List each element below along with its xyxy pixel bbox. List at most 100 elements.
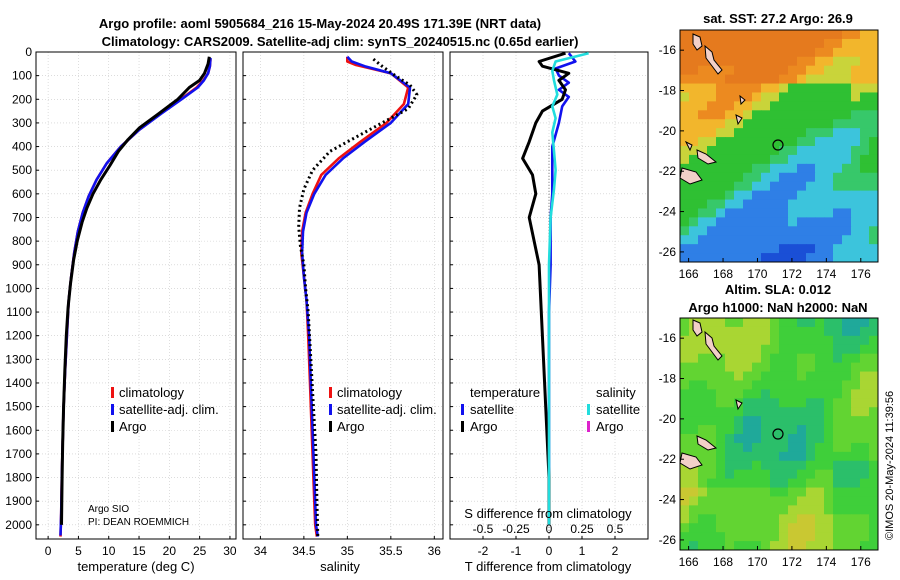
map-cell: [770, 92, 780, 102]
map-cell: [725, 119, 735, 129]
map-cell: [752, 38, 762, 49]
map-cell: [788, 56, 798, 67]
map-cell: [860, 478, 870, 489]
map-cell: [698, 119, 708, 129]
map-cell: [788, 110, 798, 120]
map-cell: [770, 523, 780, 533]
map-cell: [734, 434, 744, 444]
map-cell: [752, 532, 762, 542]
map-cell: [689, 74, 699, 85]
map-cell: [824, 541, 834, 551]
map-cell: [779, 38, 789, 49]
map-cell: [680, 190, 690, 201]
map-cell: [698, 101, 708, 111]
map-cell: [716, 38, 726, 49]
map-cell: [806, 47, 816, 58]
map-cell: [851, 460, 861, 471]
map-cell: [806, 460, 816, 471]
map-cell: [860, 398, 870, 408]
map-cell: [716, 110, 726, 120]
xtick-label: 10: [102, 544, 116, 558]
map-cell: [770, 110, 780, 120]
map-cell: [806, 353, 816, 364]
map-cell: [707, 451, 717, 462]
map-xtick-label: 170: [747, 555, 767, 569]
map-cell: [851, 442, 861, 453]
map-cell: [842, 235, 852, 245]
map-cell: [752, 514, 762, 524]
map-cell: [680, 487, 690, 497]
map-cell: [734, 541, 744, 551]
map-cell: [788, 163, 798, 174]
map-cell: [869, 371, 879, 381]
map-cell: [734, 380, 744, 390]
map-cell: [860, 318, 870, 328]
map-cell: [806, 154, 816, 165]
map-cell: [680, 244, 690, 254]
map-cell: [869, 451, 879, 462]
series-line-s-satellite: [547, 51, 589, 525]
map-cell: [815, 326, 825, 337]
map-cell: [725, 335, 735, 346]
map-cell: [788, 451, 798, 462]
map-cell: [806, 532, 816, 542]
map-cell: [734, 318, 744, 328]
map-cell: [680, 137, 690, 147]
map-cell: [833, 137, 843, 147]
ytick-label: 600: [12, 187, 32, 201]
map-ytick-label: -24: [659, 493, 677, 507]
map-cell: [860, 208, 870, 218]
map-cell: [743, 190, 753, 201]
map-cell: [815, 505, 825, 515]
map-cell: [797, 119, 807, 129]
difference-xlabel-top: S difference from climatology: [464, 506, 632, 521]
map-cell: [680, 74, 690, 85]
map-cell: [716, 154, 726, 165]
map-cell: [716, 451, 726, 462]
map-cell: [770, 38, 780, 49]
map-cell: [860, 92, 870, 102]
map-cell: [860, 326, 870, 337]
map-cell: [842, 496, 852, 506]
map-cell: [797, 371, 807, 381]
ytick-label: 2000: [5, 518, 32, 532]
map-cell: [824, 398, 834, 408]
map-cell: [824, 416, 834, 426]
map-cell: [797, 398, 807, 408]
map-cell: [788, 83, 798, 93]
map-cell: [707, 226, 717, 236]
map-cell: [851, 398, 861, 408]
map-cell: [716, 442, 726, 453]
map-cell: [680, 380, 690, 390]
map-cell: [842, 110, 852, 120]
map-cell: [716, 398, 726, 408]
map-cell: [824, 38, 834, 49]
map-cell: [770, 353, 780, 364]
map-cell: [707, 478, 717, 489]
map-cell: [761, 371, 771, 381]
map-cell: [860, 172, 870, 183]
map-cell: [680, 344, 690, 355]
map-cell: [770, 505, 780, 515]
map-cell: [761, 47, 771, 58]
map-cell: [815, 514, 825, 524]
map-cell: [797, 451, 807, 462]
map-cell: [779, 56, 789, 67]
ytick-label: 400: [12, 140, 32, 154]
map-cell: [833, 362, 843, 373]
map-cell: [752, 137, 762, 147]
map-cell: [698, 416, 708, 426]
map-cell: [752, 30, 762, 40]
map-cell: [824, 235, 834, 245]
map-cell: [824, 451, 834, 462]
xtick-label: -2: [478, 544, 489, 558]
map-cell: [779, 137, 789, 147]
map-cell: [797, 326, 807, 337]
map-cell: [770, 83, 780, 93]
map-cell: [734, 146, 744, 156]
map-cell: [806, 38, 816, 49]
imos-credit: ©IMOS 20-May-2024 11:39:56: [884, 391, 896, 540]
map-cell: [707, 217, 717, 227]
map-cell: [806, 83, 816, 93]
map-cell: [797, 425, 807, 435]
